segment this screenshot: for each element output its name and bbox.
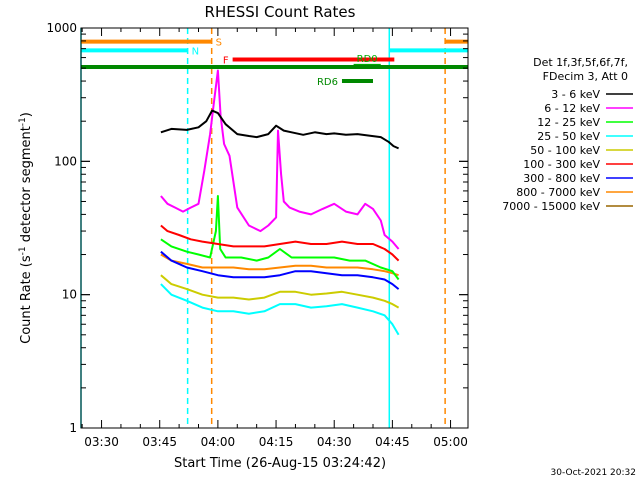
series-line <box>160 69 400 250</box>
series-line <box>160 195 400 281</box>
series-line <box>160 253 399 277</box>
legend-entry: 800 - 7000 keV <box>516 186 600 199</box>
series-line <box>160 274 400 309</box>
legend-entry: 25 - 50 keV <box>537 130 600 143</box>
flag-label: RD0 <box>357 54 378 65</box>
x-tick-label: 04:30 <box>317 435 352 449</box>
legend-entry: 12 - 25 keV <box>537 116 600 129</box>
series-line <box>160 250 400 290</box>
flag-bars: S N F RD0 RD6 <box>81 38 468 88</box>
x-tick-label: 04:15 <box>259 435 294 449</box>
legend-entry: 50 - 100 keV <box>530 144 600 157</box>
series-layer <box>160 69 400 336</box>
legend-entry: 300 - 800 keV <box>523 172 600 185</box>
flag-label: RD6 <box>317 77 338 88</box>
series-line <box>160 283 400 336</box>
x-axis-label: Start Time (26-Aug-15 03:24:42) <box>174 456 386 471</box>
flag-label: S <box>216 38 222 49</box>
y-axis-label: Count Rate (s-1 detector segment-1) <box>18 112 34 344</box>
footer-timestamp: 30-Oct-2021 20:32 <box>551 468 636 478</box>
y-tick-label: 1000 <box>46 21 77 35</box>
x-tick-label: 05:00 <box>433 435 468 449</box>
flag-label: F <box>223 56 229 67</box>
y-tick-label: 100 <box>54 154 77 168</box>
y-tick-label: 1 <box>69 421 77 435</box>
legend-entry: 3 - 6 keV <box>551 88 600 101</box>
flag-label: N <box>192 46 199 57</box>
y-axis: 1 10 100 1000 <box>46 21 468 435</box>
chart-title: RHESSI Count Rates <box>205 3 356 21</box>
x-axis: 03:30 03:45 04:00 04:15 04:30 04:45 05:00 <box>81 28 468 449</box>
vertical-markers <box>80 28 446 428</box>
series-line <box>160 224 400 262</box>
series-line <box>160 109 400 150</box>
x-tick-label: 04:45 <box>375 435 410 449</box>
legend-entry: 100 - 300 keV <box>523 158 600 171</box>
x-tick-label: 04:00 <box>201 435 236 449</box>
legend-entry: 6 - 12 keV <box>544 102 600 115</box>
y-tick-label: 10 <box>62 288 77 302</box>
legend: Det 1f,3f,5f,6f,7f,FDecim 3, Att 0 3 - 6 … <box>502 56 633 213</box>
legend-header: FDecim 3, Att 0 <box>543 70 628 83</box>
legend-entry: 7000 - 15000 keV <box>502 200 600 213</box>
plot-frame <box>80 27 469 429</box>
x-tick-label: 03:30 <box>84 435 119 449</box>
legend-header: Det 1f,3f,5f,6f,7f, <box>533 56 628 69</box>
x-tick-label: 03:45 <box>142 435 177 449</box>
